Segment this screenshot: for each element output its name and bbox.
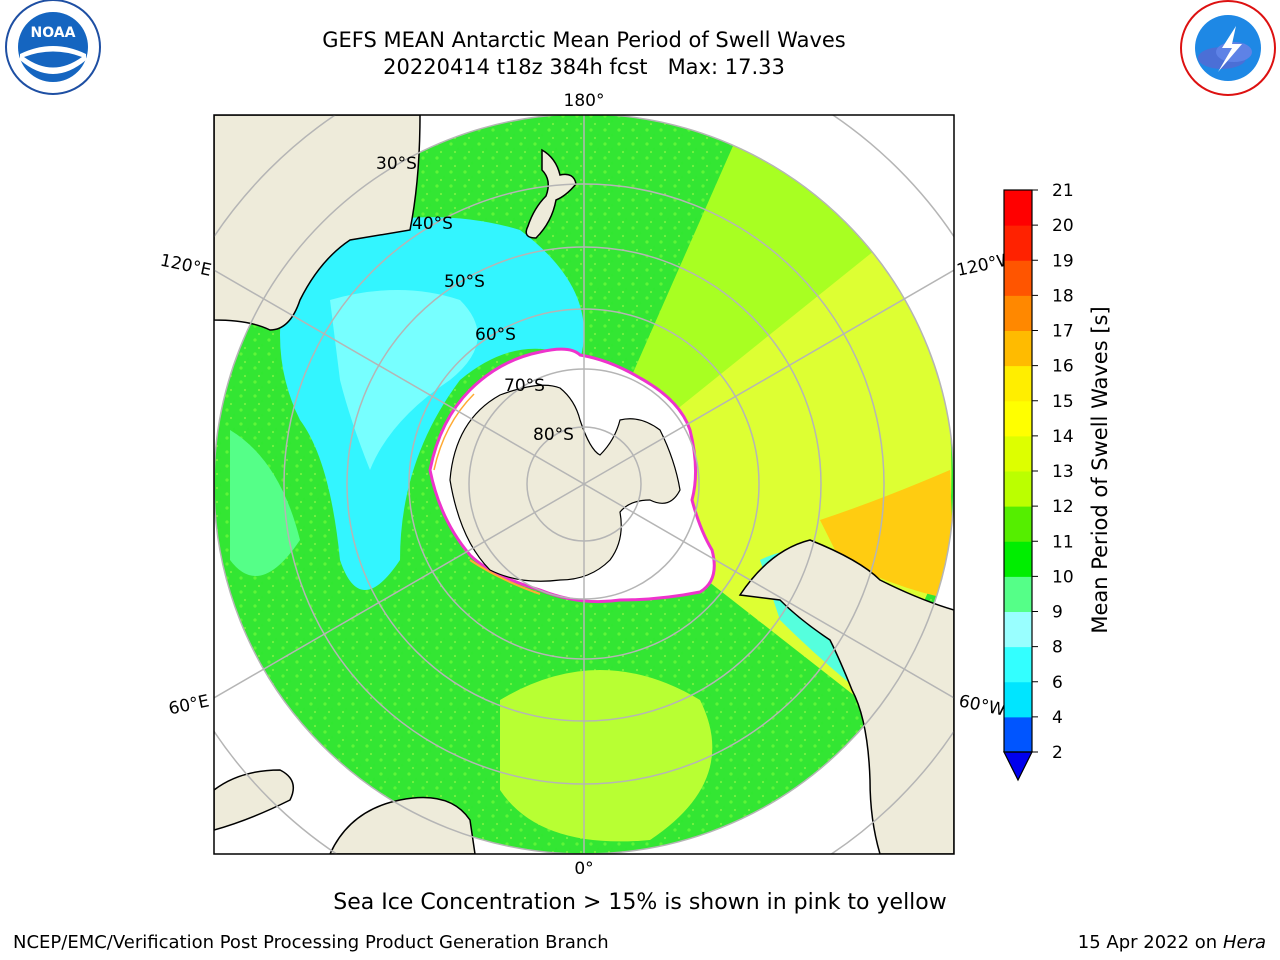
colorbar-tick-label: 9: [1052, 603, 1063, 623]
colorbar-tick-label: 14: [1052, 427, 1074, 447]
colorbar-tick-label: 18: [1052, 286, 1074, 306]
footer-host: Hera: [1222, 932, 1266, 953]
lat-label-30s: 30°S: [376, 154, 417, 174]
chart-subtitle: 20220414 t18z 384h fcst Max: 17.33: [383, 55, 785, 79]
colorbar-bin: [1004, 646, 1032, 683]
colorbar-tick-label: 13: [1052, 462, 1074, 482]
lon-label-180: 180°: [564, 91, 605, 111]
colorbar-tick-label: 6: [1052, 673, 1063, 693]
colorbar: 2 4 6 8 9 10 11 12 13 14 15 16 17 18 19 20 21: [1003, 181, 1074, 782]
antarctic-sea-ice: [428, 347, 716, 604]
colorbar-tick-label: 4: [1052, 708, 1063, 728]
colorbar-tick-label: 21: [1052, 181, 1074, 201]
colorbar-tick-label: 19: [1052, 251, 1074, 271]
colorbar-bin: [1004, 260, 1032, 296]
colorbar-bin: [1004, 506, 1032, 542]
colorbar-tick-label: 11: [1052, 532, 1074, 552]
colorbar-bin: [1004, 365, 1032, 402]
footer-date: 15 Apr 2022 on Hera: [1078, 932, 1266, 953]
lat-label-50s: 50°S: [444, 272, 485, 292]
colorbar-tick-label: 2: [1052, 743, 1063, 763]
colorbar-bin: [1004, 400, 1032, 437]
colorbar-bin: [1004, 576, 1032, 612]
lon-label-0: 0°: [574, 859, 593, 879]
colorbar-extend-arrow: [1003, 751, 1033, 782]
lon-label-120e: 120°E: [158, 251, 213, 281]
lat-label-60s: 60°S: [475, 325, 516, 345]
map-frame: [213, 114, 955, 855]
colorbar-bin: [1004, 225, 1032, 261]
colorbar-label: Mean Period of Swell Waves [s]: [1088, 306, 1112, 633]
colorbar-tick-label: 10: [1052, 567, 1074, 587]
footer-branch: NCEP/EMC/Verification Post Processing Pr…: [13, 932, 609, 953]
lat-label-80s: 80°S: [533, 425, 574, 445]
colorbar-bin: [1004, 611, 1032, 648]
noaa-logo: NOAA: [5, 0, 101, 95]
colorbar-tick-label: 16: [1052, 357, 1074, 377]
colorbar-tick-label: 17: [1052, 322, 1074, 342]
lon-label-60w: 60°W: [957, 691, 1007, 720]
lat-label-70s: 70°S: [504, 376, 545, 396]
colorbar-bin: [1004, 435, 1032, 472]
colorbar-tick-label: 15: [1052, 392, 1074, 412]
colorbar-tick-label: 8: [1052, 638, 1063, 658]
map-area: [214, 115, 954, 854]
colorbar-bin: [1004, 541, 1032, 577]
colorbar-bin: [1004, 681, 1032, 718]
land-masses: [214, 115, 954, 854]
sea-ice-caption: Sea Ice Concentration > 15% is shown in …: [333, 890, 947, 915]
footer-date-text: 15 Apr 2022 on: [1077, 932, 1223, 953]
noaa-logo-text: NOAA: [31, 25, 76, 41]
colorbar-bin: [1004, 471, 1032, 507]
colorbar-bin: [1004, 330, 1032, 367]
chart-title: GEFS MEAN Antarctic Mean Period of Swell…: [322, 28, 846, 52]
colorbar-bin: [1004, 295, 1032, 331]
lon-label-60e: 60°E: [167, 691, 211, 719]
lat-label-40s: 40°S: [412, 214, 453, 234]
colorbar-tick-label: 20: [1052, 216, 1074, 236]
colorbar-bin: [1004, 716, 1032, 753]
graticule: [214, 115, 954, 854]
colorbar-tick-label: 12: [1052, 497, 1074, 517]
nws-logo: [1180, 0, 1276, 96]
colorbar-bin: [1004, 190, 1032, 226]
